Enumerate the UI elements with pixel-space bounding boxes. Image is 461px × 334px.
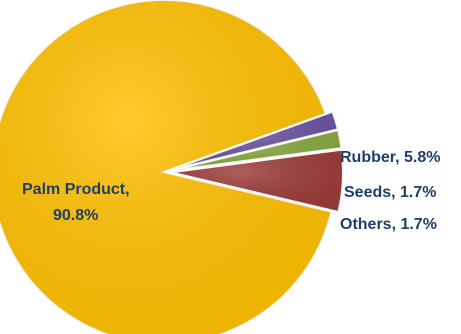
pie-slice-shading-palm-product bbox=[0, 0, 332, 334]
slice-label-palm-product-value: 90.8% bbox=[53, 207, 98, 224]
slice-label-palm-product-name: Palm Product, bbox=[22, 181, 130, 198]
pie-slices bbox=[0, 0, 344, 334]
pie-slice-shading-rubber bbox=[170, 149, 343, 212]
slice-label-seeds: Seeds, 1.7% bbox=[344, 184, 437, 201]
slice-label-rubber: Rubber, 5.8% bbox=[340, 149, 440, 166]
pie-slice-shading-others bbox=[170, 111, 338, 170]
slice-label-others: Others, 1.7% bbox=[340, 216, 437, 233]
